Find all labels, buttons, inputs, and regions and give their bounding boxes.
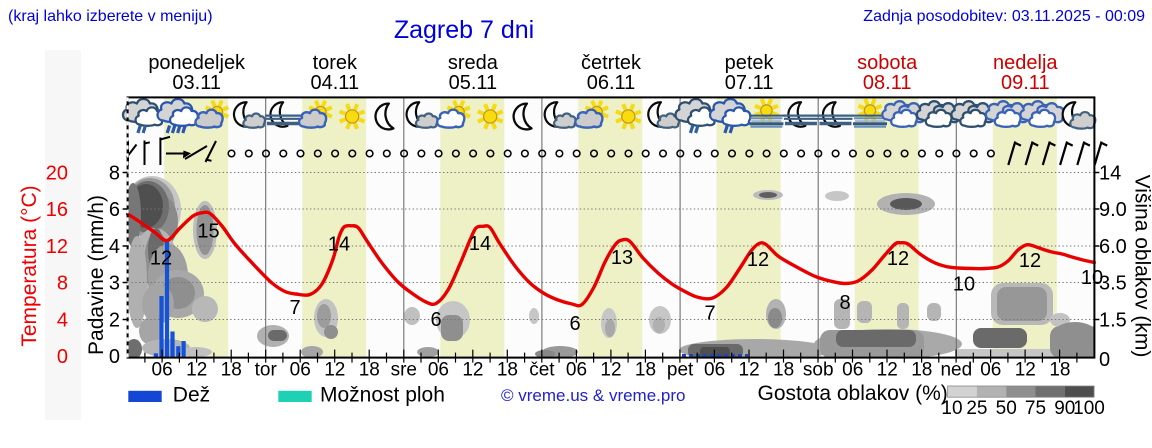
svg-text:18: 18 <box>221 360 242 381</box>
svg-text:Možnost ploh: Možnost ploh <box>320 384 445 407</box>
svg-text:Dež: Dež <box>173 384 210 407</box>
svg-text:Temperatura (°C): Temperatura (°C) <box>18 185 41 346</box>
svg-text:6.0: 6.0 <box>1099 236 1127 258</box>
svg-text:100: 100 <box>1073 398 1105 419</box>
svg-text:14: 14 <box>328 234 350 256</box>
svg-text:0: 0 <box>1099 349 1110 371</box>
svg-text:sob: sob <box>803 360 834 381</box>
svg-text:20: 20 <box>46 163 68 185</box>
svg-text:12: 12 <box>747 249 769 271</box>
svg-text:pet: pet <box>667 360 694 381</box>
svg-text:18: 18 <box>635 360 656 381</box>
svg-text:čet: čet <box>529 360 555 381</box>
svg-text:© vreme.us & vreme.pro: © vreme.us & vreme.pro <box>501 386 685 405</box>
svg-text:10: 10 <box>1081 267 1103 289</box>
svg-text:3.5: 3.5 <box>1099 273 1127 295</box>
svg-text:18: 18 <box>359 360 380 381</box>
svg-text:09.11: 09.11 <box>1001 72 1050 94</box>
svg-text:12: 12 <box>150 248 172 270</box>
svg-text:13: 13 <box>611 247 633 269</box>
svg-text:2: 2 <box>109 310 120 332</box>
svg-text:ponedeljek: ponedeljek <box>148 52 246 74</box>
svg-text:05.11: 05.11 <box>449 72 498 94</box>
svg-text:Gostota oblakov (%): Gostota oblakov (%) <box>758 382 948 405</box>
svg-text:7: 7 <box>704 303 715 325</box>
svg-text:12: 12 <box>600 360 621 381</box>
svg-text:0: 0 <box>57 346 68 368</box>
svg-text:1.5: 1.5 <box>1099 310 1127 332</box>
svg-text:sreda: sreda <box>448 52 499 74</box>
svg-text:četrtek: četrtek <box>581 52 642 74</box>
svg-text:8: 8 <box>109 163 120 185</box>
svg-text:12: 12 <box>739 360 760 381</box>
svg-text:ned: ned <box>940 360 972 381</box>
svg-text:12: 12 <box>877 360 898 381</box>
svg-text:18: 18 <box>497 360 518 381</box>
svg-text:12: 12 <box>462 360 483 381</box>
svg-text:petek: petek <box>725 52 775 74</box>
svg-text:0: 0 <box>109 346 120 368</box>
svg-text:Padavine (mm/h): Padavine (mm/h) <box>85 195 108 355</box>
svg-text:06.11: 06.11 <box>587 72 636 94</box>
svg-text:06: 06 <box>566 360 587 381</box>
svg-text:sobota: sobota <box>857 52 918 74</box>
svg-text:7: 7 <box>289 297 300 319</box>
svg-text:Zadnja posodobitev: 03.11.2025: Zadnja posodobitev: 03.11.2025 - 00:09 <box>863 8 1145 25</box>
svg-text:Višina oblakov (km): Višina oblakov (km) <box>1131 175 1152 358</box>
svg-text:Zagreb 7 dni: Zagreb 7 dni <box>394 16 534 44</box>
svg-text:06: 06 <box>704 360 725 381</box>
svg-text:3: 3 <box>109 273 120 295</box>
svg-text:12: 12 <box>46 236 68 258</box>
svg-text:10: 10 <box>941 398 962 419</box>
svg-text:50: 50 <box>996 398 1017 419</box>
svg-text:10: 10 <box>953 274 975 296</box>
svg-text:18: 18 <box>911 360 932 381</box>
svg-text:4: 4 <box>109 236 120 258</box>
svg-text:(kraj lahko izberete v meniju): (kraj lahko izberete v meniju) <box>8 8 213 25</box>
svg-text:12: 12 <box>887 248 909 270</box>
svg-text:08.11: 08.11 <box>863 72 912 94</box>
svg-text:06: 06 <box>980 360 1001 381</box>
svg-text:14: 14 <box>469 233 491 255</box>
svg-text:25: 25 <box>966 398 987 419</box>
svg-text:6: 6 <box>569 313 580 335</box>
svg-text:06: 06 <box>428 360 449 381</box>
svg-text:12: 12 <box>1019 250 1041 272</box>
svg-text:07.11: 07.11 <box>725 72 774 94</box>
svg-text:6: 6 <box>109 199 120 221</box>
svg-text:04.11: 04.11 <box>311 72 360 94</box>
svg-text:03.11: 03.11 <box>172 72 221 94</box>
svg-text:8: 8 <box>839 292 850 314</box>
svg-text:torek: torek <box>313 52 358 74</box>
svg-text:16: 16 <box>46 199 68 221</box>
svg-text:06: 06 <box>290 360 311 381</box>
svg-text:18: 18 <box>773 360 794 381</box>
svg-text:06: 06 <box>152 360 173 381</box>
svg-text:nedelja: nedelja <box>993 52 1058 74</box>
svg-text:18: 18 <box>1049 360 1070 381</box>
svg-text:12: 12 <box>186 360 207 381</box>
svg-text:06: 06 <box>842 360 863 381</box>
svg-text:12: 12 <box>324 360 345 381</box>
svg-text:4: 4 <box>57 310 68 332</box>
svg-text:14: 14 <box>1099 163 1121 185</box>
svg-text:8: 8 <box>57 273 68 295</box>
svg-text:sre: sre <box>391 360 417 381</box>
svg-text:12: 12 <box>1015 360 1036 381</box>
svg-text:15: 15 <box>197 221 219 243</box>
svg-text:tor: tor <box>255 360 278 381</box>
svg-text:6: 6 <box>430 309 441 331</box>
svg-text:75: 75 <box>1025 398 1046 419</box>
svg-text:9.0: 9.0 <box>1099 199 1127 221</box>
